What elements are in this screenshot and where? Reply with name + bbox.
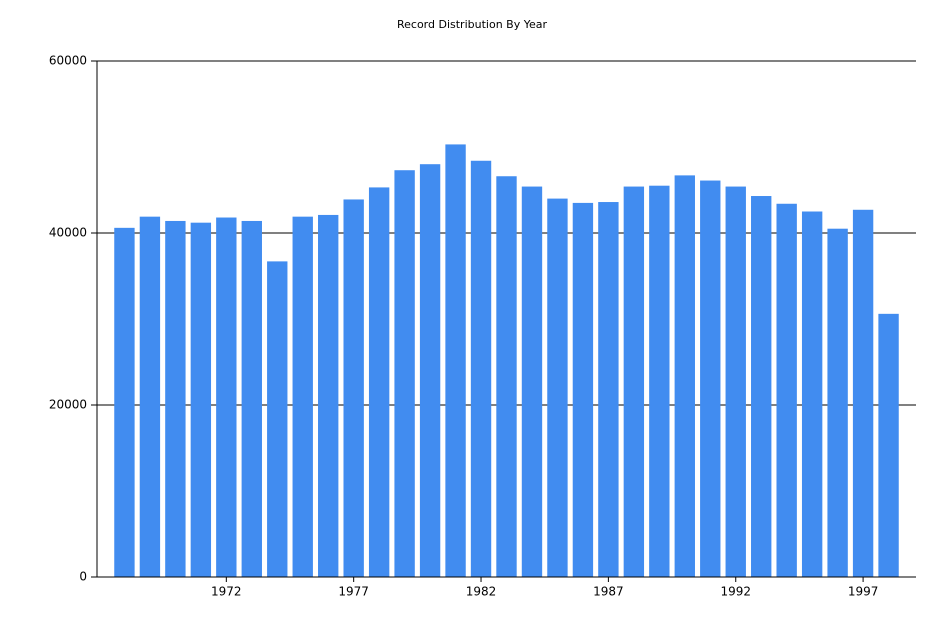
bar: [547, 198, 568, 577]
y-tick-label: 40000: [49, 226, 87, 240]
bar: [267, 261, 288, 577]
x-tick-label: 1987: [593, 585, 624, 599]
y-tick-label: 60000: [49, 54, 87, 68]
x-tick-label: 1997: [848, 585, 879, 599]
bar: [801, 211, 823, 577]
bar: [496, 176, 517, 578]
x-tick-label: 1992: [720, 585, 751, 599]
bar: [343, 199, 364, 577]
bar: [878, 313, 899, 577]
bar: [572, 202, 594, 577]
bar: [216, 217, 237, 577]
bar: [114, 227, 135, 577]
bar: [190, 222, 212, 577]
bar: [674, 175, 695, 577]
chart-title: Record Distribution By Year: [397, 18, 547, 31]
bar: [852, 209, 874, 577]
bar: [241, 220, 262, 577]
bar: [598, 202, 619, 578]
bar: [700, 180, 721, 578]
bar: [521, 186, 543, 577]
bar: [368, 187, 390, 578]
bar: [419, 164, 441, 577]
y-tick-label: 20000: [49, 398, 87, 412]
bar: [394, 170, 415, 577]
bar: [445, 144, 466, 578]
bar: [292, 216, 313, 577]
bar: [139, 216, 161, 577]
bar: [165, 220, 186, 577]
x-tick-label: 1977: [338, 585, 369, 599]
bar: [776, 203, 797, 577]
bar: [827, 228, 848, 577]
bar: [725, 186, 746, 577]
bar: [649, 185, 670, 577]
x-tick-label: 1982: [466, 585, 497, 599]
bar: [751, 196, 772, 577]
bar: [318, 214, 339, 577]
bar: [623, 186, 645, 577]
x-tick-label: 1972: [211, 585, 242, 599]
y-tick-label: 0: [79, 570, 87, 584]
bar: [470, 160, 492, 577]
